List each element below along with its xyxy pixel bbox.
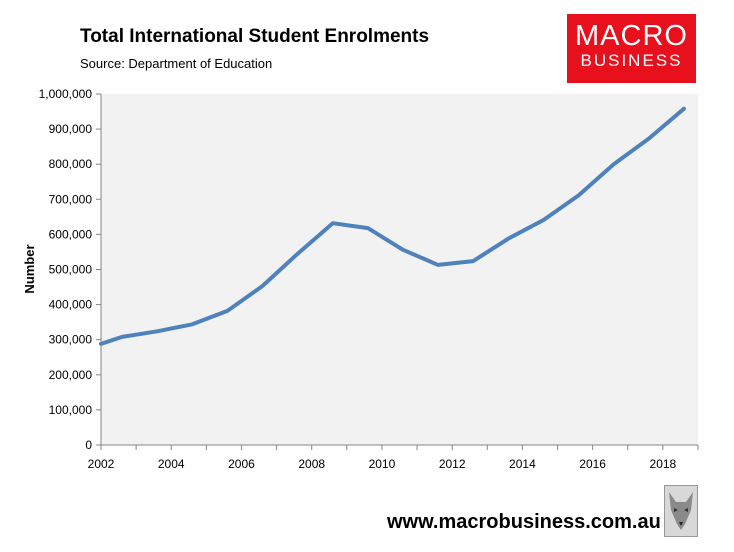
chart-title: Total International Student Enrolments bbox=[80, 26, 430, 47]
logo-line-1: MACRO bbox=[575, 20, 688, 52]
plot-area bbox=[101, 94, 698, 445]
x-tick-label: 2008 bbox=[298, 457, 325, 471]
logo-line-2: BUSINESS bbox=[580, 51, 683, 70]
x-tick-label: 2018 bbox=[650, 457, 677, 471]
y-axis: 0 100,000 200,000 300,000 400,000 500,000 600,… bbox=[39, 87, 101, 452]
x-tick-label: 2004 bbox=[158, 457, 185, 471]
x-tick-label: 2014 bbox=[509, 457, 536, 471]
wolf-logo-icon bbox=[664, 485, 698, 537]
y-tick-label: 300,000 bbox=[49, 333, 93, 347]
data-points bbox=[100, 108, 685, 345]
y-tick-label: 700,000 bbox=[49, 192, 93, 206]
y-tick-label: 400,000 bbox=[49, 298, 93, 312]
chart-source: Source: Department of Education bbox=[80, 56, 273, 71]
x-tick-label: 2002 bbox=[88, 457, 115, 471]
y-tick-label: 1,000,000 bbox=[39, 87, 93, 101]
y-tick-label: 0 bbox=[85, 438, 92, 452]
y-tick-label: 800,000 bbox=[49, 157, 93, 171]
y-tick-label: 100,000 bbox=[49, 403, 93, 417]
footer-url: www.macrobusiness.com.au bbox=[387, 511, 661, 533]
y-tick-label: 600,000 bbox=[49, 227, 93, 241]
x-tick-label: 2010 bbox=[369, 457, 396, 471]
series-line bbox=[99, 106, 686, 346]
x-tick-label: 2016 bbox=[579, 457, 606, 471]
y-tick-label: 200,000 bbox=[49, 368, 93, 382]
x-tick-label: 2006 bbox=[228, 457, 255, 471]
macrobusiness-logo: MACRO BUSINESS bbox=[567, 14, 696, 83]
y-tick-label: 900,000 bbox=[49, 122, 93, 136]
y-axis-label: Number bbox=[22, 244, 37, 293]
x-axis: 2002 2004 2006 2008 2010 2012 2014 2016 2018 bbox=[88, 445, 699, 471]
y-tick-label: 500,000 bbox=[49, 263, 93, 277]
x-tick-label: 2012 bbox=[439, 457, 466, 471]
